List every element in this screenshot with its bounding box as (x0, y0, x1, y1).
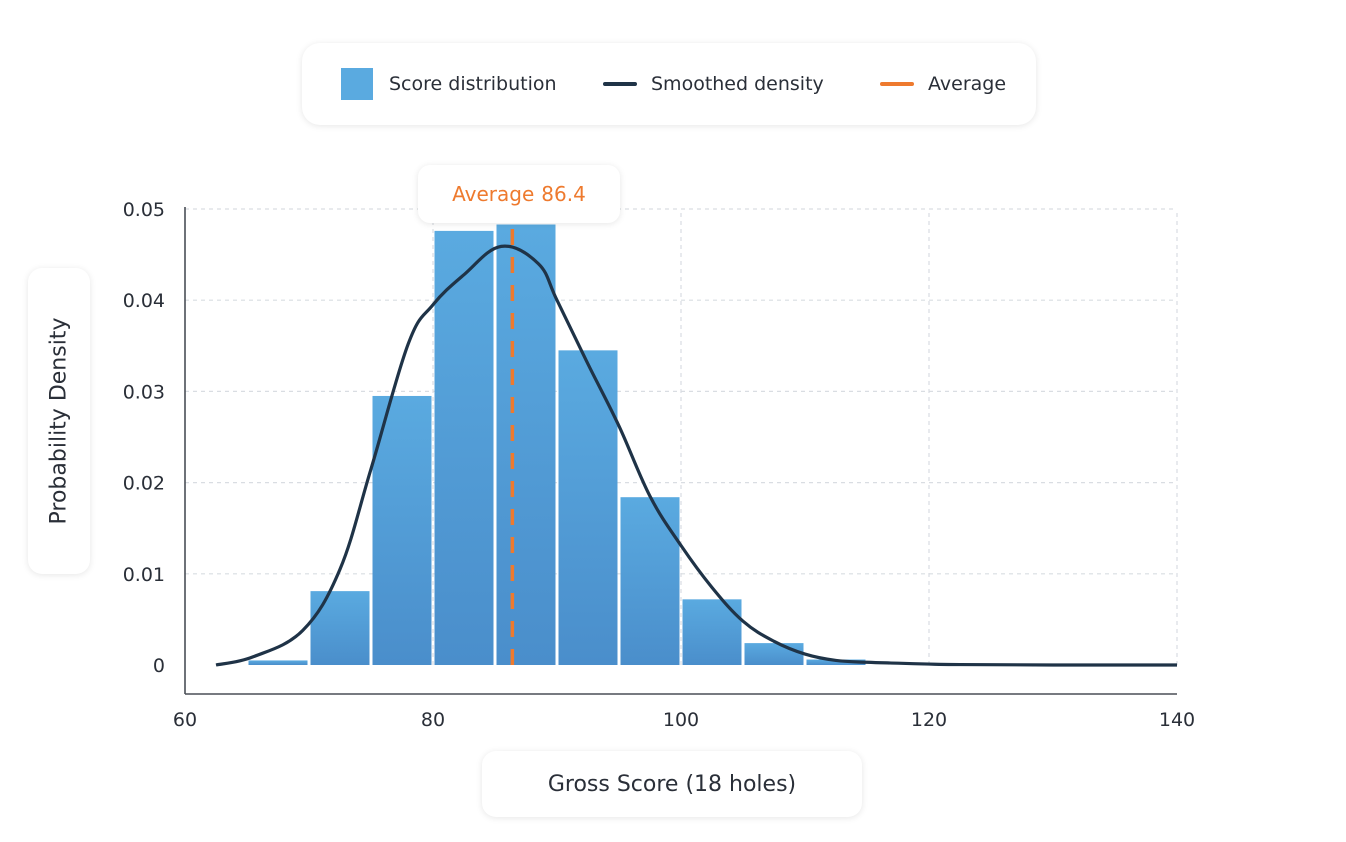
y-tick-label: 0.03 (123, 381, 165, 403)
histogram-bar (496, 224, 556, 665)
legend-item-histogram: Score distribution (341, 43, 557, 125)
x-tick-label: 120 (911, 709, 947, 731)
legend-item-average: Average (880, 43, 1006, 125)
histogram-bar (744, 643, 804, 665)
density-line (215, 244, 1177, 667)
density-swatch (603, 82, 637, 86)
histogram-swatch (341, 68, 373, 100)
x-tick-label: 80 (421, 709, 445, 731)
histogram-bar (558, 350, 618, 665)
grid (185, 208, 1178, 665)
average-annotation: Average 86.4 (418, 165, 620, 223)
y-axis-title-box: Probability Density (28, 268, 90, 574)
x-tick-label: 100 (663, 709, 699, 731)
x-tick-label: 140 (1159, 709, 1195, 731)
x-axis-title: Gross Score (18 holes) (547, 771, 797, 797)
density-curve (215, 244, 1177, 667)
x-tick-label: 60 (173, 709, 197, 731)
y-tick-label: 0.04 (123, 290, 165, 312)
legend-label-density: Smoothed density (651, 73, 824, 95)
y-tick-label: 0 (153, 655, 165, 677)
histogram-bar (620, 497, 680, 665)
histogram-bar (248, 660, 308, 665)
average-swatch (880, 82, 914, 86)
y-axis-title: Probability Density (46, 317, 72, 525)
tick-labels: 0 0.01 0.02 0.03 0.04 0.05 60 80 100 120 140 (123, 199, 1195, 731)
histogram-bar (806, 659, 866, 665)
axes (184, 207, 1177, 695)
average-annotation-value: 86.4 (541, 182, 586, 206)
histogram-bar (372, 395, 432, 665)
legend-label-average: Average (928, 73, 1007, 95)
legend-label-histogram: Score distribution (389, 73, 557, 95)
x-axis-title-box: Gross Score (18 holes) (482, 751, 862, 817)
histogram-bars (248, 224, 866, 665)
histogram-bar (434, 230, 494, 665)
y-tick-label: 0.01 (123, 564, 165, 586)
average-annotation-prefix: Average (452, 182, 535, 206)
legend-item-density: Smoothed density (603, 43, 824, 125)
y-tick-label: 0.05 (123, 199, 165, 221)
histogram-bar (310, 591, 370, 665)
legend: Score distribution Smoothed density Aver… (302, 43, 1036, 125)
y-tick-label: 0.02 (123, 473, 165, 495)
